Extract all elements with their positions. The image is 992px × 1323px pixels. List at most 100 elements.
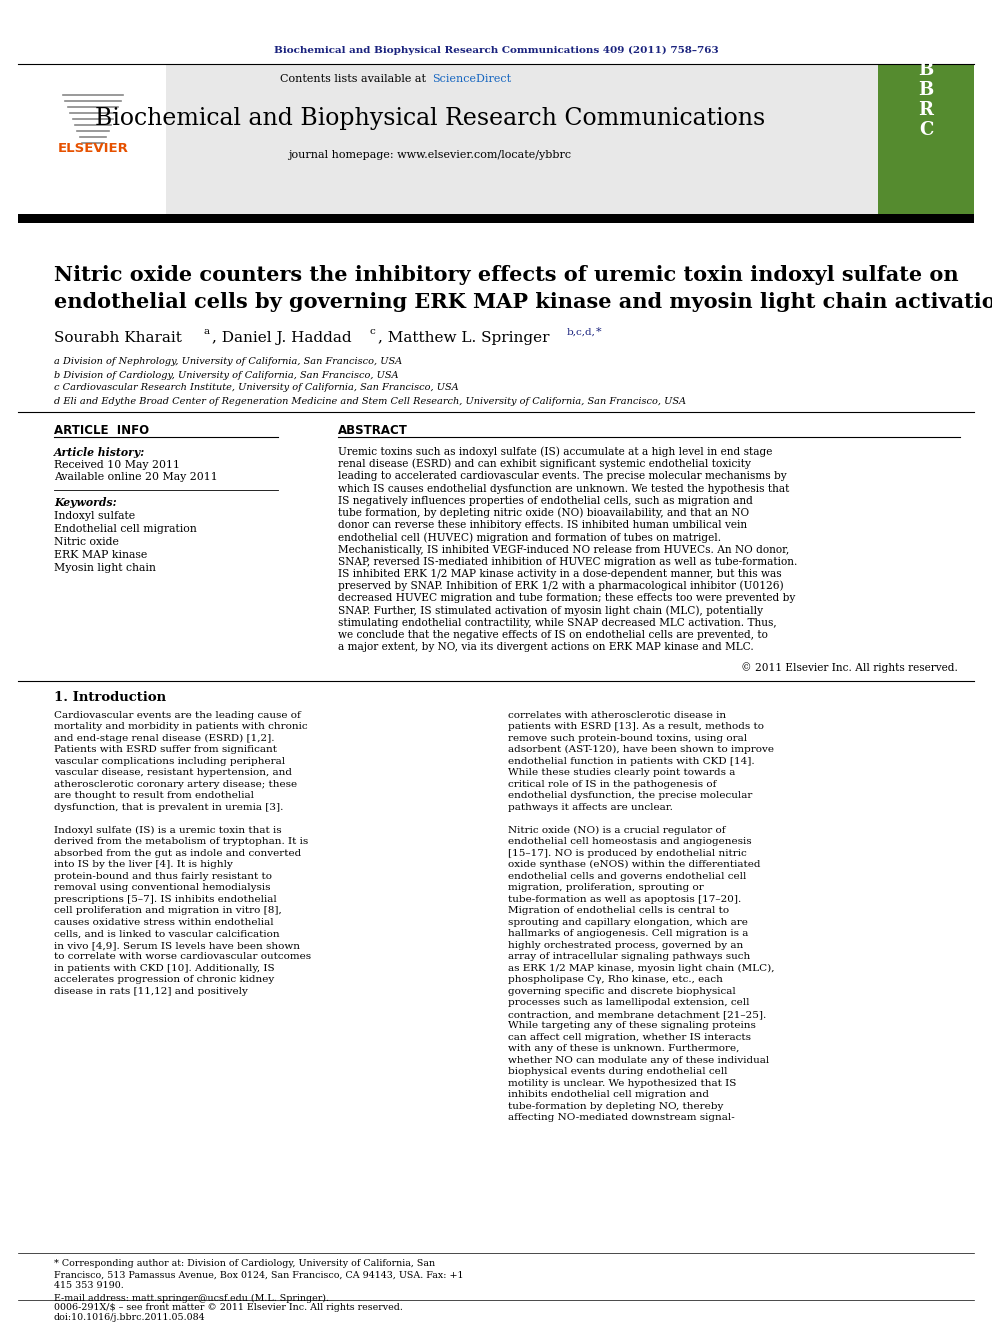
Text: disease in rats [11,12] and positively: disease in rats [11,12] and positively [54, 987, 248, 996]
Text: Cardiovascular events are the leading cause of: Cardiovascular events are the leading ca… [54, 710, 301, 720]
Text: can affect cell migration, whether IS interacts: can affect cell migration, whether IS in… [508, 1033, 751, 1043]
Text: whether NO can modulate any of these individual: whether NO can modulate any of these ind… [508, 1056, 769, 1065]
Text: into IS by the liver [4]. It is highly: into IS by the liver [4]. It is highly [54, 860, 233, 869]
Text: governing specific and discrete biophysical: governing specific and discrete biophysi… [508, 987, 736, 996]
Text: hallmarks of angiogenesis. Cell migration is a: hallmarks of angiogenesis. Cell migratio… [508, 929, 748, 938]
Text: [15–17]. NO is produced by endothelial nitric: [15–17]. NO is produced by endothelial n… [508, 849, 747, 857]
Text: ERK MAP kinase: ERK MAP kinase [54, 550, 147, 560]
Text: donor can reverse these inhibitory effects. IS inhibited human umbilical vein: donor can reverse these inhibitory effec… [338, 520, 747, 531]
Text: biophysical events during endothelial cell: biophysical events during endothelial ce… [508, 1068, 727, 1077]
Text: are thought to result from endothelial: are thought to result from endothelial [54, 791, 254, 800]
Text: cells, and is linked to vascular calcification: cells, and is linked to vascular calcifi… [54, 929, 280, 938]
Text: patients with ESRD [13]. As a result, methods to: patients with ESRD [13]. As a result, me… [508, 722, 764, 732]
Text: endothelial function in patients with CKD [14].: endothelial function in patients with CK… [508, 757, 755, 766]
Text: mortality and morbidity in patients with chronic: mortality and morbidity in patients with… [54, 722, 308, 732]
Text: cell proliferation and migration in vitro [8],: cell proliferation and migration in vitr… [54, 906, 282, 916]
Text: tube formation, by depleting nitric oxide (NO) bioavailability, and that an NO: tube formation, by depleting nitric oxid… [338, 508, 749, 519]
Text: Mechanistically, IS inhibited VEGF-induced NO release from HUVECs. An NO donor,: Mechanistically, IS inhibited VEGF-induc… [338, 545, 790, 554]
Text: doi:10.1016/j.bbrc.2011.05.084: doi:10.1016/j.bbrc.2011.05.084 [54, 1314, 205, 1323]
Text: Contents lists available at: Contents lists available at [281, 74, 430, 83]
Bar [18, 65, 166, 216]
Text: endothelial cell (HUVEC) migration and formation of tubes on matrigel.: endothelial cell (HUVEC) migration and f… [338, 532, 721, 542]
Text: Patients with ESRD suffer from significant: Patients with ESRD suffer from significa… [54, 745, 277, 754]
Text: SNAP. Further, IS stimulated activation of myosin light chain (MLC), potentially: SNAP. Further, IS stimulated activation … [338, 606, 763, 617]
Text: 1. Introduction: 1. Introduction [54, 691, 166, 704]
Text: highly orchestrated process, governed by an: highly orchestrated process, governed by… [508, 941, 743, 950]
Text: B
B
R
C: B B R C [919, 61, 933, 139]
Text: oxide synthase (eNOS) within the differentiated: oxide synthase (eNOS) within the differe… [508, 860, 761, 869]
Text: correlates with atherosclerotic disease in: correlates with atherosclerotic disease … [508, 710, 726, 720]
Text: b Division of Cardiology, University of California, San Francisco, USA: b Division of Cardiology, University of … [54, 370, 399, 380]
Text: in vivo [4,9]. Serum IS levels have been shown: in vivo [4,9]. Serum IS levels have been… [54, 941, 300, 950]
Text: 0006-291X/$ – see front matter © 2011 Elsevier Inc. All rights reserved.: 0006-291X/$ – see front matter © 2011 El… [54, 1303, 403, 1311]
Text: Migration of endothelial cells is central to: Migration of endothelial cells is centra… [508, 906, 729, 916]
Text: decreased HUVEC migration and tube formation; these effects too were prevented b: decreased HUVEC migration and tube forma… [338, 594, 796, 603]
Text: which IS causes endothelial dysfunction are unknown. We tested the hypothesis th: which IS causes endothelial dysfunction … [338, 484, 790, 493]
Text: as ERK 1/2 MAP kinase, myosin light chain (MLC),: as ERK 1/2 MAP kinase, myosin light chai… [508, 964, 775, 972]
Text: adsorbent (AST-120), have been shown to improve: adsorbent (AST-120), have been shown to … [508, 745, 774, 754]
Text: endothelial cells and governs endothelial cell: endothelial cells and governs endothelia… [508, 872, 746, 881]
Text: ABSTRACT: ABSTRACT [338, 423, 408, 437]
Text: endothelial cell homeostasis and angiogenesis: endothelial cell homeostasis and angioge… [508, 837, 752, 847]
Text: ELSEVIER: ELSEVIER [58, 142, 128, 155]
Text: vascular disease, resistant hypertension, and: vascular disease, resistant hypertension… [54, 769, 292, 778]
Text: , Daniel J. Haddad: , Daniel J. Haddad [212, 331, 351, 345]
Text: removal using conventional hemodialysis: removal using conventional hemodialysis [54, 884, 271, 893]
Text: While targeting any of these signaling proteins: While targeting any of these signaling p… [508, 1021, 756, 1031]
Text: Article history:: Article history: [54, 446, 145, 458]
Text: processes such as lamellipodal extension, cell: processes such as lamellipodal extension… [508, 999, 750, 1007]
Text: atherosclerotic coronary artery disease; these: atherosclerotic coronary artery disease;… [54, 779, 298, 789]
Text: Nitric oxide (NO) is a crucial regulator of: Nitric oxide (NO) is a crucial regulator… [508, 826, 725, 835]
Text: migration, proliferation, sprouting or: migration, proliferation, sprouting or [508, 884, 703, 893]
Text: derived from the metabolism of tryptophan. It is: derived from the metabolism of tryptopha… [54, 837, 309, 847]
Text: Sourabh Kharait: Sourabh Kharait [54, 331, 182, 345]
Text: Uremic toxins such as indoxyl sulfate (IS) accumulate at a high level in end sta: Uremic toxins such as indoxyl sulfate (I… [338, 447, 773, 458]
Text: leading to accelerated cardiovascular events. The precise molecular mechanisms b: leading to accelerated cardiovascular ev… [338, 471, 787, 482]
Text: absorbed from the gut as indole and converted: absorbed from the gut as indole and conv… [54, 849, 302, 857]
Bar [18, 65, 878, 216]
Text: to correlate with worse cardiovascular outcomes: to correlate with worse cardiovascular o… [54, 953, 311, 962]
Text: critical role of IS in the pathogenesis of: critical role of IS in the pathogenesis … [508, 779, 716, 789]
Text: affecting NO-mediated downstream signal-: affecting NO-mediated downstream signal- [508, 1114, 735, 1122]
Text: dysfunction, that is prevalent in uremia [3].: dysfunction, that is prevalent in uremia… [54, 803, 284, 812]
Text: Nitric oxide: Nitric oxide [54, 537, 119, 546]
Text: While these studies clearly point towards a: While these studies clearly point toward… [508, 769, 735, 778]
Bar [878, 65, 974, 216]
Text: b,c,d,: b,c,d, [567, 328, 596, 336]
Text: prescriptions [5–7]. IS inhibits endothelial: prescriptions [5–7]. IS inhibits endothe… [54, 894, 277, 904]
Text: d Eli and Edythe Broad Center of Regeneration Medicine and Stem Cell Research, U: d Eli and Edythe Broad Center of Regener… [54, 397, 686, 406]
Text: and end-stage renal disease (ESRD) [1,2].: and end-stage renal disease (ESRD) [1,2]… [54, 734, 275, 744]
Text: protein-bound and thus fairly resistant to: protein-bound and thus fairly resistant … [54, 872, 272, 881]
Bar [18, 214, 974, 224]
Text: preserved by SNAP. Inhibition of ERK 1/2 with a pharmacological inhibitor (U0126: preserved by SNAP. Inhibition of ERK 1/2… [338, 581, 784, 591]
Text: IS negatively influences properties of endothelial cells, such as migration and: IS negatively influences properties of e… [338, 496, 753, 505]
Text: we conclude that the negative effects of IS on endothelial cells are prevented, : we conclude that the negative effects of… [338, 630, 768, 640]
Text: accelerates progression of chronic kidney: accelerates progression of chronic kidne… [54, 975, 274, 984]
Text: Endothelial cell migration: Endothelial cell migration [54, 524, 196, 534]
Text: motility is unclear. We hypothesized that IS: motility is unclear. We hypothesized tha… [508, 1078, 736, 1088]
Text: endothelial dysfunction, the precise molecular: endothelial dysfunction, the precise mol… [508, 791, 752, 800]
Text: IS inhibited ERK 1/2 MAP kinase activity in a dose-dependent manner, but this wa: IS inhibited ERK 1/2 MAP kinase activity… [338, 569, 782, 579]
Text: inhibits endothelial cell migration and: inhibits endothelial cell migration and [508, 1090, 709, 1099]
Text: with any of these is unknown. Furthermore,: with any of these is unknown. Furthermor… [508, 1044, 739, 1053]
Text: a: a [204, 328, 210, 336]
Text: tube-formation by depleting NO, thereby: tube-formation by depleting NO, thereby [508, 1102, 723, 1111]
Text: phospholipase Cγ, Rho kinase, etc., each: phospholipase Cγ, Rho kinase, etc., each [508, 975, 723, 984]
Text: journal homepage: www.elsevier.com/locate/ybbrc: journal homepage: www.elsevier.com/locat… [289, 149, 571, 160]
Text: Biochemical and Biophysical Research Communications: Biochemical and Biophysical Research Com… [95, 106, 765, 130]
Text: Keywords:: Keywords: [54, 497, 117, 508]
Text: tube-formation as well as apoptosis [17–20].: tube-formation as well as apoptosis [17–… [508, 894, 741, 904]
Text: array of intracellular signaling pathways such: array of intracellular signaling pathway… [508, 953, 750, 962]
Text: , Matthew L. Springer: , Matthew L. Springer [378, 331, 550, 345]
Text: contraction, and membrane detachment [21–25].: contraction, and membrane detachment [21… [508, 1009, 766, 1019]
Text: ScienceDirect: ScienceDirect [432, 74, 511, 83]
Text: sprouting and capillary elongation, which are: sprouting and capillary elongation, whic… [508, 918, 748, 927]
Text: ARTICLE  INFO: ARTICLE INFO [54, 423, 149, 437]
Text: Received 10 May 2011: Received 10 May 2011 [54, 460, 180, 470]
Text: *: * [596, 327, 601, 337]
Text: pathways it affects are unclear.: pathways it affects are unclear. [508, 803, 673, 812]
Text: E-mail address: matt.springer@ucsf.edu (M.L. Springer).: E-mail address: matt.springer@ucsf.edu (… [54, 1294, 329, 1303]
Text: Indoxyl sulfate: Indoxyl sulfate [54, 511, 135, 521]
Text: causes oxidative stress within endothelial: causes oxidative stress within endotheli… [54, 918, 274, 927]
Text: Indoxyl sulfate (IS) is a uremic toxin that is: Indoxyl sulfate (IS) is a uremic toxin t… [54, 826, 282, 835]
